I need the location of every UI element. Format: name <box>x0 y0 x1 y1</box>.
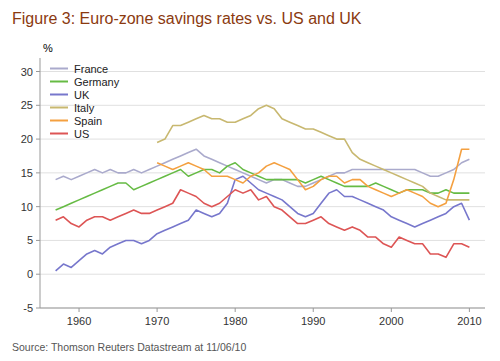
grid-line <box>40 240 485 241</box>
x-tick <box>235 308 236 312</box>
y-tick-label: 20 <box>21 133 33 145</box>
grid <box>40 72 485 308</box>
grid-line <box>40 172 485 173</box>
y-tick-label: 25 <box>21 99 33 111</box>
series-line <box>56 149 470 186</box>
y-tick-label: 5 <box>27 234 33 246</box>
series-line <box>56 190 470 258</box>
y-tick <box>36 71 40 72</box>
y-axis-label: % <box>43 42 53 54</box>
legend-swatch <box>50 94 68 96</box>
legend-label: Spain <box>74 115 102 127</box>
legend-label: Italy <box>74 102 95 114</box>
x-tick <box>79 308 80 312</box>
x-tick <box>313 308 314 312</box>
grid-line <box>40 308 485 309</box>
x-tick <box>157 308 158 312</box>
legend-label: Germany <box>74 76 120 88</box>
x-axis: 1960 1970 1980 1990 2000 2010 <box>40 308 485 327</box>
x-tick-label: 1960 <box>67 315 91 327</box>
y-axis: -5 0 5 10 15 20 25 30 <box>21 58 40 314</box>
y-tick <box>36 139 40 140</box>
x-tick-label: 1990 <box>301 315 325 327</box>
chart: Figure 3: Euro-zone savings rates vs. US… <box>0 0 500 361</box>
y-tick-label: 30 <box>21 66 33 78</box>
legend-swatch <box>50 107 68 109</box>
legend-swatch <box>50 81 68 83</box>
grid-line <box>40 206 485 207</box>
x-axis-line <box>40 308 485 309</box>
y-tick <box>36 105 40 106</box>
source: Source: Thomson Reuters Datastream at 11… <box>12 341 246 353</box>
y-tick <box>36 172 40 173</box>
grid-line <box>40 139 485 140</box>
y-tick <box>36 240 40 241</box>
legend-label: France <box>74 63 108 75</box>
y-axis-line <box>40 58 41 308</box>
legend-swatch <box>50 68 68 70</box>
legend-swatch <box>50 133 68 135</box>
y-tick-label: 10 <box>21 201 33 213</box>
grid-line <box>40 105 485 106</box>
series-line <box>157 149 469 206</box>
title: Figure 3: Euro-zone savings rates vs. US… <box>12 10 362 27</box>
x-tick-label: 1970 <box>145 315 169 327</box>
y-tick-label: 0 <box>27 268 33 280</box>
legend-label: US <box>74 128 89 140</box>
y-tick-label: 15 <box>21 167 33 179</box>
x-tick <box>469 308 470 312</box>
plot-area <box>56 105 470 271</box>
x-tick-label: 1980 <box>223 315 247 327</box>
x-tick-label: 2010 <box>457 315 481 327</box>
legend-label: UK <box>74 89 90 101</box>
y-tick <box>36 274 40 275</box>
y-tick <box>36 308 40 309</box>
legend: FranceGermanyUKItalySpainUS <box>50 63 120 140</box>
x-tick <box>391 308 392 312</box>
legend-swatch <box>50 120 68 122</box>
x-tick-label: 2000 <box>379 315 403 327</box>
grid-line <box>40 274 485 275</box>
y-tick <box>36 206 40 207</box>
y-tick-label: -5 <box>23 302 33 314</box>
